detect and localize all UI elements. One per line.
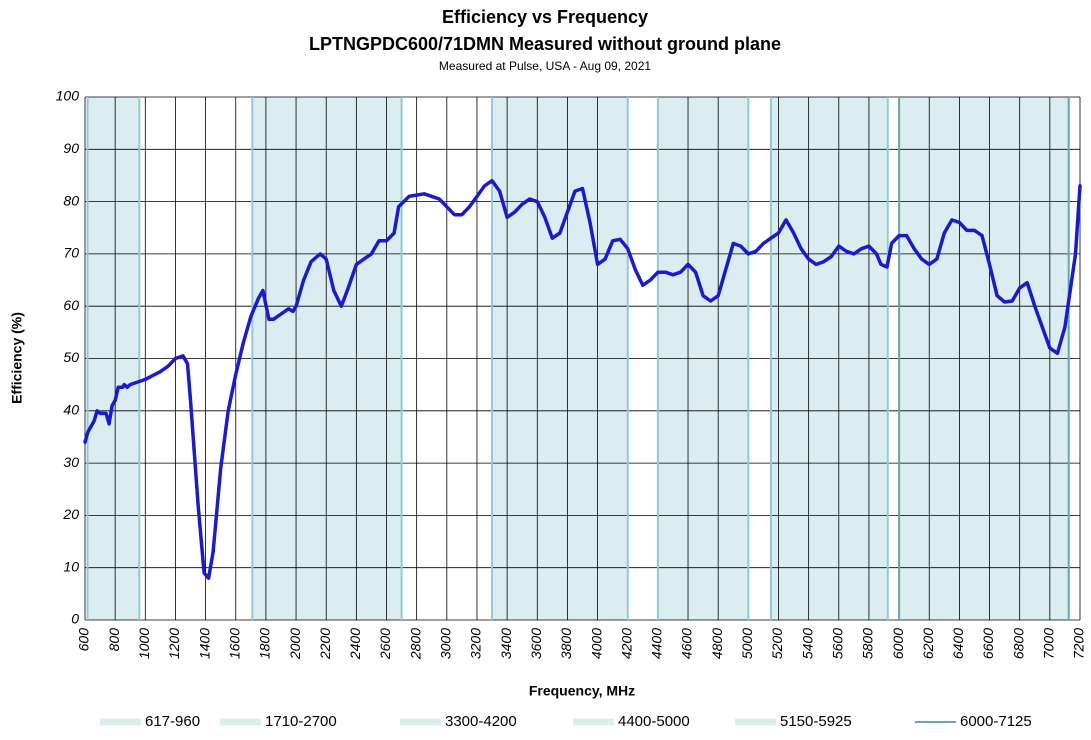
legend-label: 617-960 — [145, 713, 200, 730]
y-tick-label: 80 — [63, 192, 79, 208]
x-tick-label: 3800 — [558, 628, 574, 659]
x-tick-label: 5800 — [860, 628, 876, 659]
y-tick-label: 0 — [71, 611, 79, 627]
y-tick-label: 60 — [63, 297, 79, 313]
x-tick-label: 4200 — [618, 628, 634, 659]
y-axis-title: Efficiency (%) — [9, 312, 25, 404]
chart-subtitle: LPTNGPDC600/71DMN Measured without groun… — [309, 34, 781, 54]
x-tick-label: 6800 — [1010, 628, 1026, 659]
x-tick-label: 1400 — [196, 628, 212, 659]
y-tick-label: 30 — [63, 454, 79, 470]
legend-label: 5150-5925 — [780, 713, 852, 730]
efficiency-line — [83, 178, 1082, 580]
x-tick-label: 5200 — [769, 628, 785, 659]
y-tick-label: 100 — [56, 88, 80, 104]
x-tick-label: 1600 — [226, 628, 242, 659]
y-tick-label: 10 — [63, 558, 79, 574]
y-tick-label: 40 — [63, 402, 79, 418]
x-tick-label: 7000 — [1041, 628, 1057, 659]
x-axis-title: Frequency, MHz — [529, 683, 635, 699]
x-tick-label: 6000 — [890, 628, 906, 659]
x-tick-label: 5000 — [739, 628, 755, 659]
x-tick-label: 600 — [76, 628, 92, 652]
x-tick-label: 3600 — [528, 628, 544, 659]
x-tick-label: 4400 — [649, 628, 665, 659]
x-tick-label: 5600 — [829, 628, 845, 659]
x-tick-label: 3200 — [468, 628, 484, 659]
legend-label: 4400-5000 — [618, 713, 690, 730]
x-tick-label: 6200 — [920, 628, 936, 659]
y-tick-label: 90 — [63, 140, 79, 156]
x-tick-label: 3400 — [498, 628, 514, 659]
chart-title: Efficiency vs Frequency — [442, 7, 648, 27]
x-tick-label: 1200 — [166, 628, 182, 659]
x-tick-label: 2600 — [377, 628, 393, 660]
legend-label: 1710-2700 — [265, 713, 337, 730]
x-tick-label: 2400 — [347, 628, 363, 660]
x-tick-label: 7200 — [1071, 628, 1087, 659]
x-tick-label: 1800 — [257, 628, 273, 659]
x-tick-label: 4800 — [709, 628, 725, 659]
x-tick-label: 5400 — [799, 628, 815, 659]
y-tick-label: 20 — [62, 506, 79, 522]
legend-label: 3300-4200 — [445, 713, 517, 730]
x-tick-label: 2000 — [287, 628, 303, 660]
x-tick-label: 6400 — [950, 628, 966, 659]
x-tick-label: 3000 — [438, 628, 454, 659]
x-tick-label: 2200 — [317, 628, 333, 660]
x-tick-label: 800 — [106, 628, 122, 652]
x-tick-label: 4600 — [679, 628, 695, 659]
x-tick-label: 6600 — [980, 628, 996, 659]
x-tick-label: 4000 — [588, 628, 604, 659]
y-tick-label: 70 — [63, 245, 79, 261]
x-tick-label: 2800 — [407, 628, 423, 660]
legend-label: 6000-7125 — [960, 713, 1032, 730]
chart-caption: Measured at Pulse, USA - Aug 09, 2021 — [439, 59, 651, 73]
x-tick-label: 1000 — [136, 628, 152, 659]
y-tick-label: 50 — [63, 349, 79, 365]
